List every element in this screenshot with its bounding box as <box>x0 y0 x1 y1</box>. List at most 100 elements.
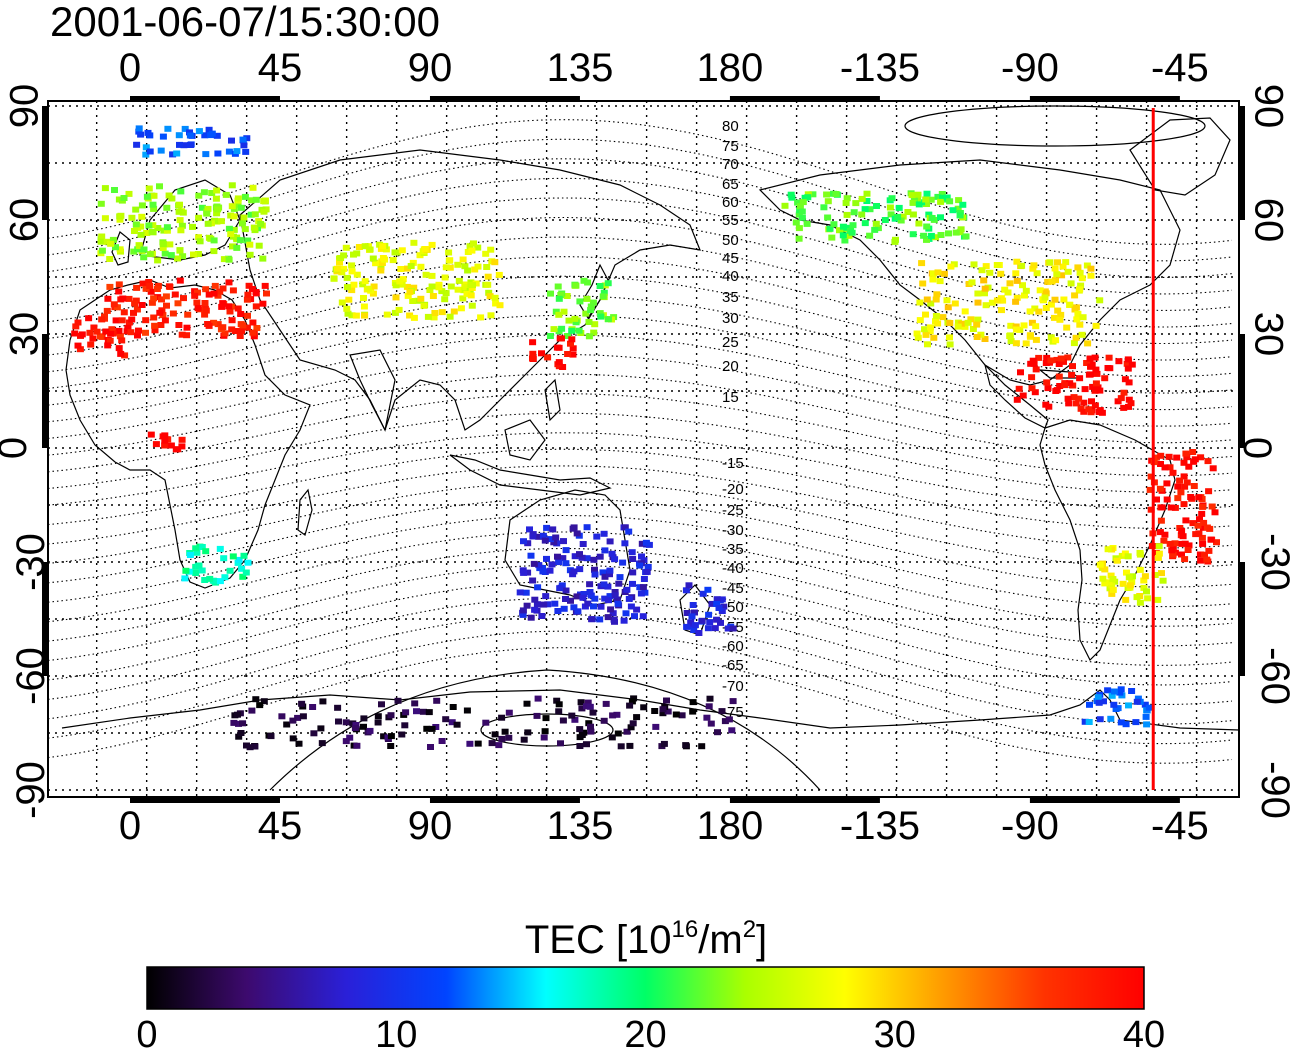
tec-point <box>142 144 150 151</box>
tec-point <box>1083 360 1091 366</box>
tec-point <box>1142 713 1150 720</box>
tec-point <box>242 569 250 576</box>
bottom-scale-bar <box>429 797 580 803</box>
tec-point <box>359 281 367 288</box>
tec-point <box>549 526 557 533</box>
top-lon-tick: 180 <box>696 46 764 90</box>
tec-point <box>703 714 711 721</box>
tec-point <box>1107 572 1115 579</box>
tec-point <box>175 132 183 139</box>
tec-point <box>915 201 923 208</box>
mlat-label: 25 <box>722 334 739 351</box>
tec-point <box>541 728 549 735</box>
tec-point <box>973 334 981 340</box>
tec-point <box>1087 272 1095 279</box>
tec-point <box>628 698 636 705</box>
tec-point <box>382 246 390 253</box>
tec-point <box>214 321 222 328</box>
tec-point <box>193 549 201 556</box>
tec-point <box>841 237 849 244</box>
tec-point <box>1052 388 1060 394</box>
tec-point <box>1128 688 1136 694</box>
tec-point <box>172 446 180 453</box>
tec-point <box>177 227 185 234</box>
tec-point <box>153 286 161 292</box>
tec-point <box>725 716 733 723</box>
mlat-label: 50 <box>722 232 739 249</box>
tec-point <box>1071 292 1079 299</box>
tec-point <box>210 319 218 326</box>
tec-point <box>87 341 95 348</box>
tec-point <box>604 583 612 590</box>
tec-point <box>1161 531 1169 538</box>
tec-point <box>1206 525 1214 532</box>
tec-point <box>1117 719 1125 726</box>
tec-point <box>255 242 263 249</box>
tec-point <box>1128 579 1136 586</box>
tec-point <box>1029 357 1037 364</box>
tec-point <box>1171 504 1179 511</box>
tec-point <box>1031 389 1039 396</box>
tec-point <box>792 219 800 226</box>
tec-point <box>124 324 132 331</box>
tec-point <box>252 303 260 310</box>
tec-point <box>463 290 471 297</box>
tec-point <box>230 213 238 220</box>
tec-point <box>794 199 802 206</box>
tec-point <box>795 235 803 242</box>
tec-point <box>863 198 871 204</box>
tec-point <box>1081 718 1089 725</box>
tec-point <box>360 303 368 310</box>
tec-point <box>708 600 716 607</box>
tec-point <box>571 315 579 322</box>
tec-point <box>378 701 385 708</box>
tec-point <box>601 573 609 580</box>
tec-point <box>104 295 112 302</box>
tec-point <box>482 719 490 726</box>
tec-point <box>125 190 133 197</box>
tec-point <box>196 238 204 245</box>
tec-point <box>1199 540 1207 547</box>
tec-point <box>348 262 356 269</box>
tec-point <box>529 577 537 584</box>
tec-point <box>1178 528 1186 535</box>
tec-point <box>330 275 338 282</box>
tec-point <box>520 736 528 743</box>
philippines-coast <box>544 378 561 422</box>
tec-point <box>1189 449 1197 455</box>
mlat-contour <box>48 647 1233 764</box>
tec-point <box>387 733 395 740</box>
tec-point <box>184 311 192 318</box>
tec-point <box>496 302 504 309</box>
tec-point <box>127 329 135 336</box>
tec-point <box>609 610 617 617</box>
tec-point <box>1018 262 1026 269</box>
tec-point <box>117 350 125 357</box>
tec-point <box>1197 557 1205 564</box>
tec-point <box>467 281 475 288</box>
tec-point <box>584 699 592 706</box>
tec-point <box>1123 569 1130 576</box>
tec-point <box>724 625 732 632</box>
mlat-contour <box>48 236 1233 345</box>
mlat-label: 65 <box>722 176 739 193</box>
tec-point <box>626 742 634 749</box>
tec-point <box>438 288 446 295</box>
tec-point <box>1174 483 1182 490</box>
tec-point <box>946 198 954 205</box>
tec-point <box>468 247 476 254</box>
tec-point <box>401 722 409 729</box>
tec-point <box>403 283 411 290</box>
tec-point <box>573 530 581 537</box>
tec-point <box>616 574 624 581</box>
tec-point <box>524 540 532 547</box>
tec-point <box>152 441 160 448</box>
tec-point <box>74 319 82 326</box>
tec-point <box>583 524 591 531</box>
tec-point <box>253 325 261 331</box>
tec-point <box>550 539 558 546</box>
tec-point <box>933 291 941 298</box>
mlat-label: -45 <box>722 580 744 597</box>
tec-point <box>897 217 905 224</box>
tec-point <box>484 273 492 280</box>
